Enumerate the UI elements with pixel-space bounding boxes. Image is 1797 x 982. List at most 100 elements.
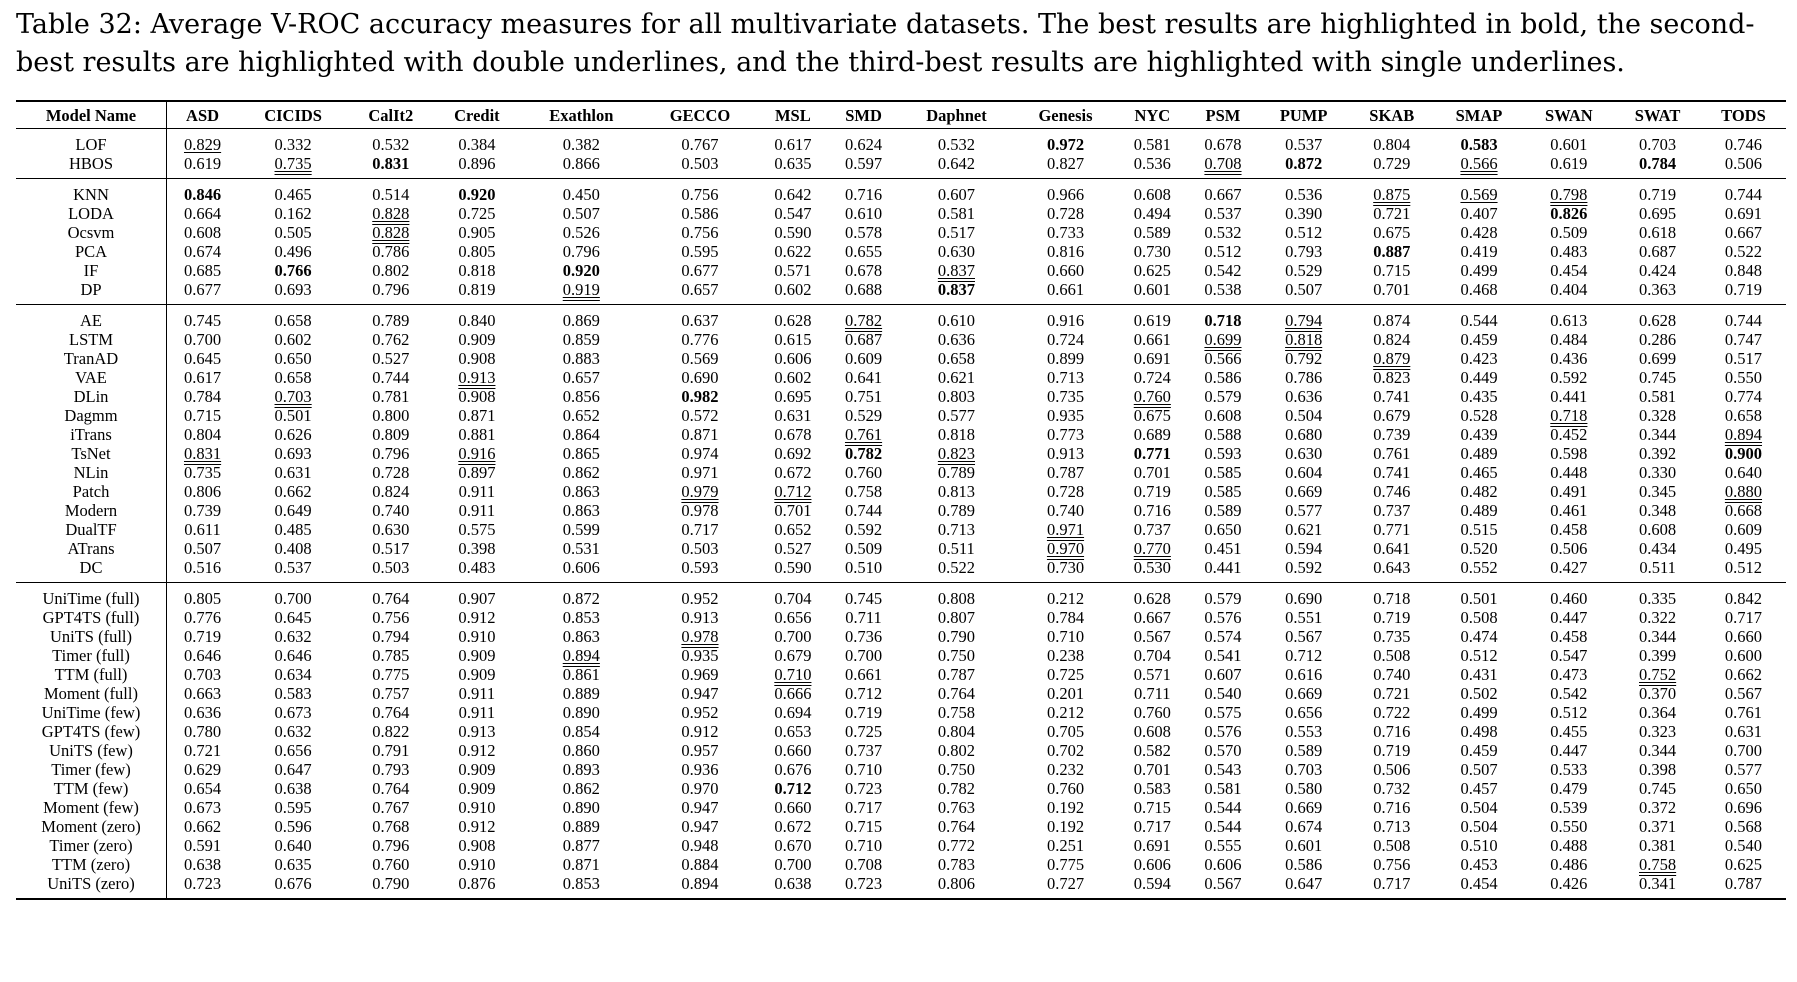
score-value: 0.567	[1724, 684, 1763, 703]
score-value: 0.650	[1204, 520, 1242, 539]
score-value: 0.822	[372, 722, 410, 741]
score-value: 0.695	[1639, 204, 1677, 223]
score-cell: 0.793	[1258, 242, 1349, 261]
score-value: 0.802	[372, 261, 410, 280]
score-cell: 0.710	[758, 665, 829, 684]
score-cell: 0.716	[1117, 501, 1188, 520]
column-header-calit2: CalIt2	[348, 100, 434, 129]
score-cell: 0.511	[899, 539, 1014, 558]
score-cell: 0.656	[758, 608, 829, 627]
score-value: 0.674	[1285, 817, 1323, 836]
score-value: 0.828	[372, 223, 410, 242]
score-cell: 0.909	[434, 760, 521, 779]
score-value: 0.574	[1204, 627, 1242, 646]
score-cell: 0.461	[1523, 501, 1614, 520]
score-value: 0.591	[183, 836, 222, 855]
score-value: 0.609	[1724, 520, 1763, 539]
score-value: 0.642	[937, 154, 975, 173]
table-row: LSTM 0.700 0.602 0.762 0.909 0.859 0.776 0.615 0…	[16, 330, 1786, 349]
score-value: 0.656	[274, 741, 312, 760]
score-value: 0.570	[1204, 741, 1242, 760]
score-cell: 0.673	[238, 703, 348, 722]
score-cell: 0.776	[642, 330, 757, 349]
score-value: 0.454	[1460, 874, 1498, 893]
score-value: 0.760	[1133, 703, 1171, 722]
score-value: 0.721	[1373, 204, 1411, 223]
score-value: 0.448	[1550, 463, 1588, 482]
score-cell: 0.773	[1014, 425, 1117, 444]
score-cell: 0.719	[1701, 280, 1786, 305]
score-value: 0.618	[1639, 223, 1677, 242]
score-value: 0.806	[183, 482, 222, 501]
score-cell: 0.582	[1117, 741, 1188, 760]
model-name-cell: DLin	[16, 387, 167, 406]
score-value: 0.632	[274, 722, 312, 741]
score-cell: 0.908	[434, 387, 521, 406]
score-cell: 0.737	[1349, 501, 1435, 520]
score-cell: 0.787	[1014, 463, 1117, 482]
score-cell: 0.496	[238, 242, 348, 261]
score-value: 0.660	[1046, 261, 1085, 280]
score-value: 0.764	[937, 684, 975, 703]
score-cell: 0.532	[348, 129, 433, 154]
score-cell: 0.599	[520, 520, 642, 539]
score-cell: 0.912	[434, 608, 521, 627]
score-value: 0.653	[774, 722, 812, 741]
score-cell: 0.600	[1701, 646, 1786, 665]
score-value: 0.691	[1133, 836, 1171, 855]
score-value: 0.382	[562, 135, 600, 154]
score-cell: 0.441	[1523, 387, 1614, 406]
score-value: 0.948	[681, 836, 719, 855]
score-value: 0.737	[1133, 520, 1171, 539]
score-cell: 0.504	[1258, 406, 1349, 425]
score-cell: 0.581	[1117, 129, 1188, 154]
score-cell: 0.575	[434, 520, 521, 539]
score-cell: 0.449	[1435, 368, 1524, 387]
score-value: 0.910	[458, 855, 496, 874]
score-cell: 0.363	[1614, 280, 1701, 305]
score-value: 0.581	[1204, 779, 1242, 798]
score-cell: 0.831	[167, 444, 239, 463]
score-cell: 0.465	[1435, 463, 1524, 482]
score-cell: 0.660	[1701, 627, 1786, 646]
table-row: Moment (few) 0.673 0.595 0.767 0.910 0.890 0.9…	[16, 798, 1786, 817]
score-cell: 0.894	[642, 874, 757, 899]
score-cell: 0.761	[1701, 703, 1786, 722]
score-value: 0.504	[1460, 798, 1498, 817]
score-cell: 0.662	[1701, 665, 1786, 684]
score-value: 0.871	[562, 855, 600, 874]
score-value: 0.532	[372, 135, 410, 154]
model-name-cell: TTM (full)	[16, 665, 167, 684]
table-row: Moment (full) 0.663 0.583 0.757 0.911 0.889 0.…	[16, 684, 1786, 703]
score-cell: 0.608	[1117, 722, 1188, 741]
score-cell: 0.947	[642, 684, 757, 703]
score-value: 0.407	[1460, 204, 1498, 223]
score-cell: 0.840	[434, 305, 521, 330]
score-cell: 0.677	[167, 280, 239, 305]
score-value: 0.717	[1373, 874, 1411, 893]
score-cell: 0.727	[1014, 874, 1117, 899]
score-value: 0.808	[937, 589, 975, 608]
score-value: 0.872	[1285, 154, 1323, 173]
score-value: 0.647	[274, 760, 312, 779]
score-cell: 0.862	[520, 779, 642, 798]
score-cell: 0.606	[520, 558, 642, 583]
score-cell: 0.474	[1435, 627, 1524, 646]
score-value: 0.459	[1460, 741, 1498, 760]
score-cell: 0.594	[1258, 539, 1349, 558]
score-value: 0.647	[1285, 874, 1323, 893]
score-cell: 0.802	[348, 261, 433, 280]
score-cell: 0.585	[1188, 482, 1259, 501]
score-cell: 0.689	[1117, 425, 1188, 444]
score-cell: 0.579	[1188, 583, 1259, 608]
score-cell: 0.407	[1435, 204, 1524, 223]
score-value: 0.692	[774, 444, 812, 463]
score-cell: 0.583	[238, 684, 348, 703]
score-cell: 0.593	[642, 558, 757, 583]
score-cell: 0.744	[828, 501, 899, 520]
score-value: 0.897	[458, 463, 496, 482]
score-cell: 0.739	[167, 501, 239, 520]
score-cell: 0.399	[1614, 646, 1701, 665]
score-cell: 0.713	[899, 520, 1014, 539]
score-value: 0.747	[1724, 330, 1763, 349]
